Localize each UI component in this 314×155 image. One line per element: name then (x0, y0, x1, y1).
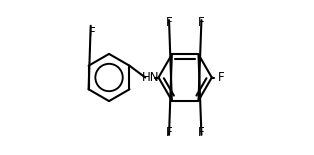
Text: F: F (198, 16, 205, 29)
Text: HN: HN (141, 71, 159, 84)
Text: F: F (89, 26, 96, 39)
Text: F: F (165, 126, 172, 139)
Text: F: F (165, 16, 172, 29)
Text: F: F (218, 71, 225, 84)
Text: F: F (198, 126, 205, 139)
